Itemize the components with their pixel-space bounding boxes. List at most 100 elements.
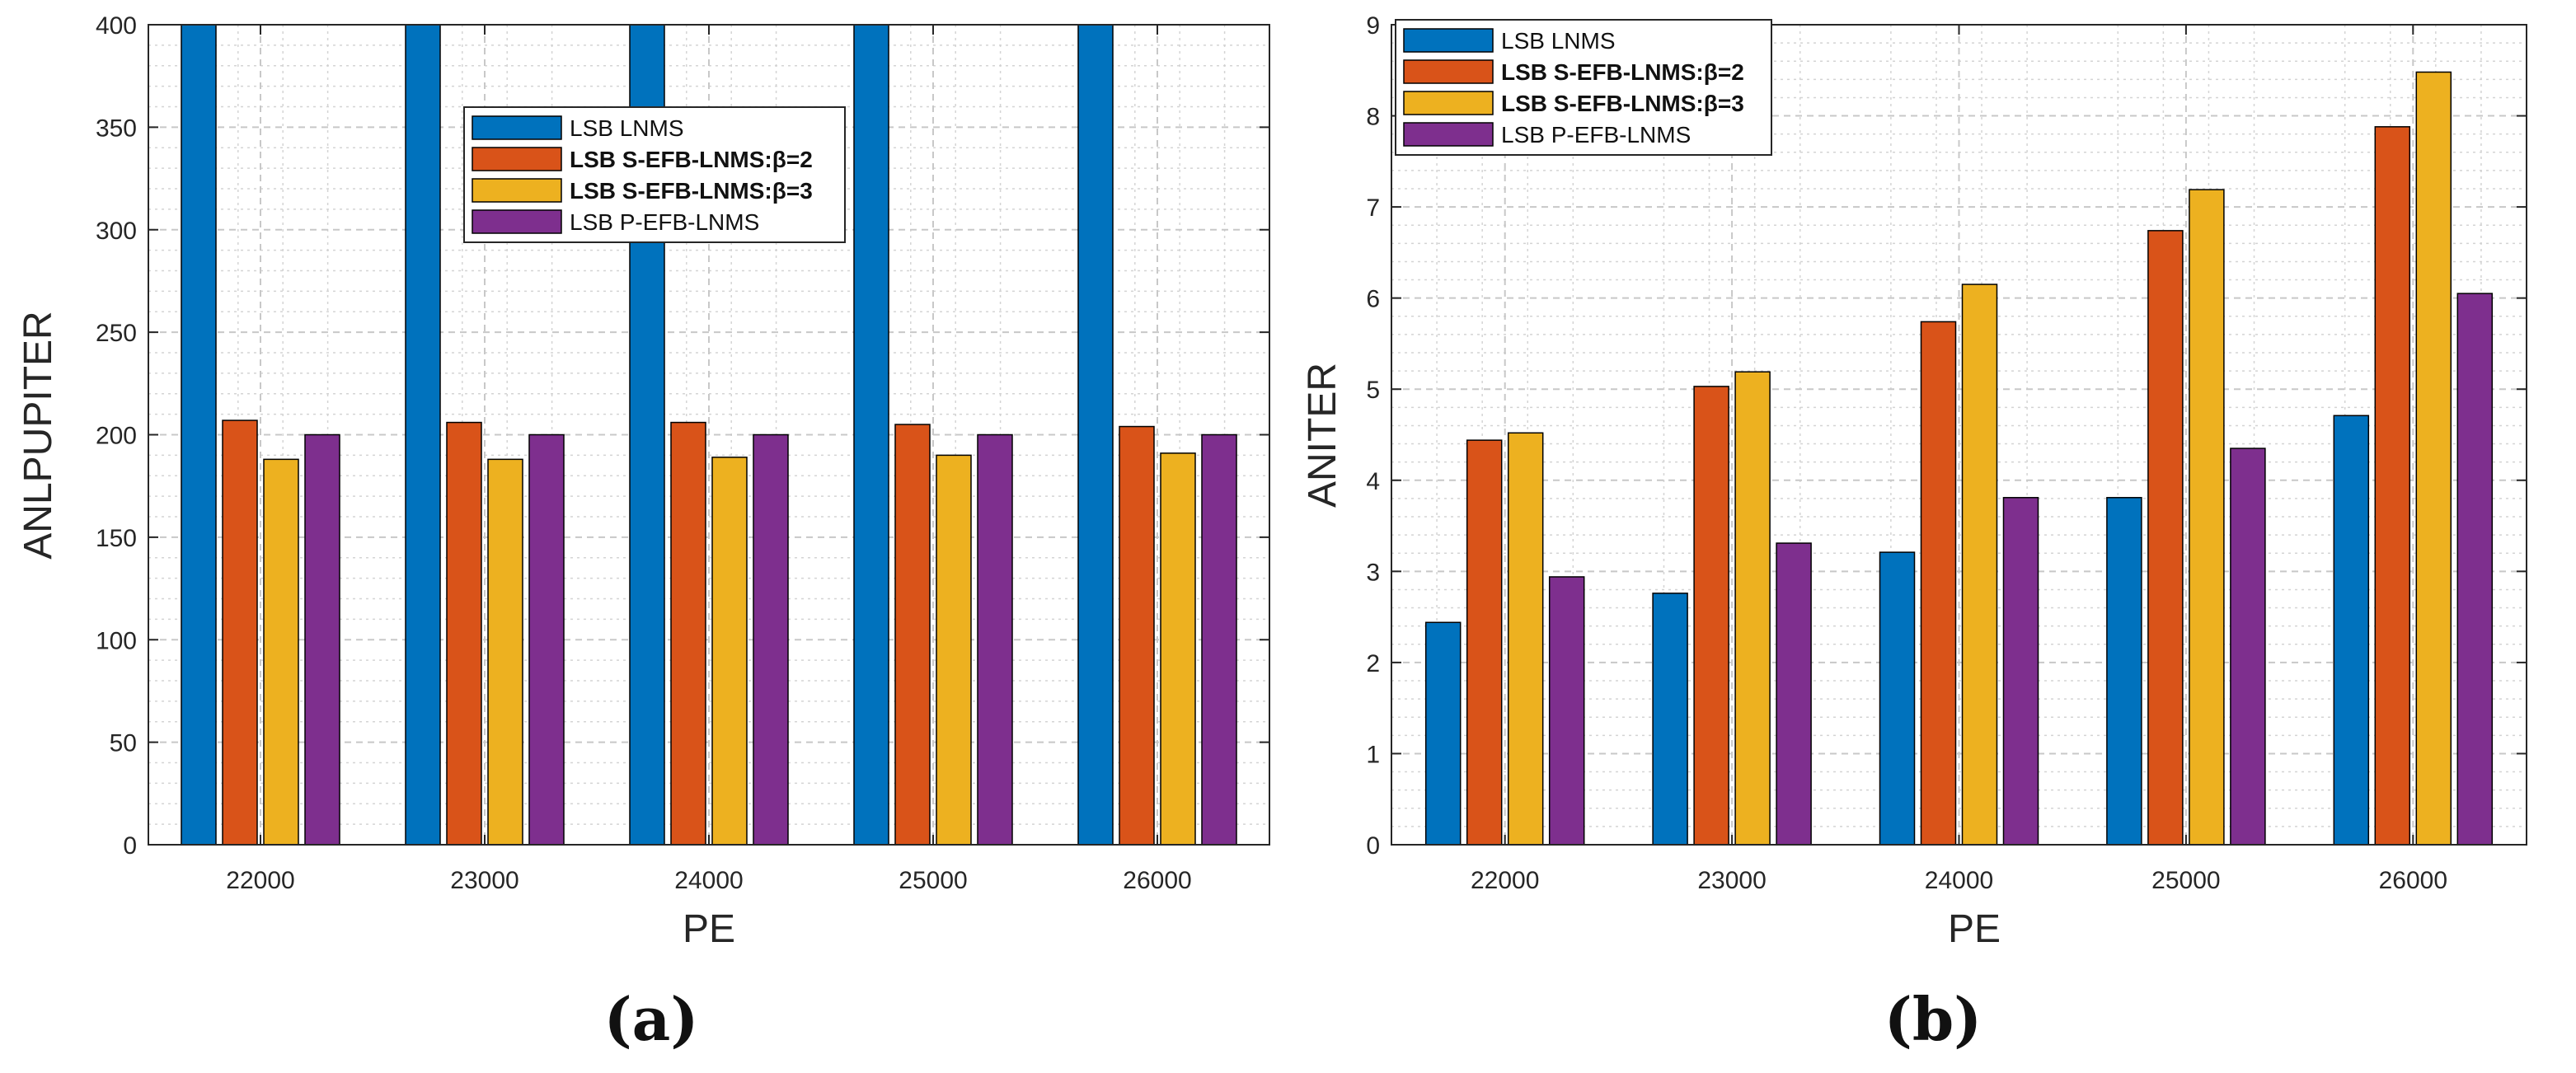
panel-a-legend-swatch bbox=[472, 115, 562, 140]
panel-b-legend-swatch bbox=[1403, 122, 1494, 147]
panel-b-bar bbox=[2189, 189, 2225, 846]
panel-b-legend-swatch bbox=[1403, 91, 1494, 115]
panel-b-legend-label: LSB LNMS bbox=[1501, 28, 1616, 54]
panel-a-bar bbox=[1077, 24, 1114, 846]
panel-a-xtick-label: 26000 bbox=[1123, 867, 1191, 894]
panel-b-xtick-label: 23000 bbox=[1697, 867, 1766, 894]
panel-a-bar bbox=[263, 458, 299, 846]
panel-b-xtick-label: 24000 bbox=[1925, 867, 1993, 894]
panel-b-ytick-label: 7 bbox=[1366, 194, 1380, 222]
panel-a-series-3 bbox=[263, 452, 1196, 846]
panel-a-legend-item: LSB S-EFB-LNMS:β=3 bbox=[472, 178, 813, 204]
panel-b-bar bbox=[2456, 293, 2494, 846]
panel-b-series-2 bbox=[1466, 126, 2411, 846]
panel-a-xtick-label: 25000 bbox=[899, 867, 967, 894]
panel-b-bar bbox=[2002, 497, 2039, 846]
panel-a-legend-swatch bbox=[472, 178, 562, 203]
panel-b-bar bbox=[2106, 497, 2142, 846]
panel-b-legend-label: LSB S-EFB-LNMS:β=2 bbox=[1501, 59, 1744, 85]
panel-a-bar bbox=[753, 433, 789, 846]
panel-b-bar bbox=[1961, 283, 1998, 846]
panel-a-y-axis-title: ANLPUPITER bbox=[16, 311, 60, 559]
panel-b-legend-item: LSB S-EFB-LNMS:β=2 bbox=[1403, 59, 1744, 85]
panel-b-chart: 0 1 2 3 4 5 6 7 8 9 22000 23000 24000 25000 26000 ANITE… bbox=[1301, 12, 2527, 1054]
panel-b-ytick-label: 9 bbox=[1366, 12, 1380, 40]
panel-a-legend: LSB LNMS LSB S-EFB-LNMS:β=2 LSB S-EFB-LNMS… bbox=[463, 106, 846, 243]
panel-a-ytick-label: 0 bbox=[123, 832, 137, 860]
panel-a-bar bbox=[487, 458, 523, 846]
panel-b-ticks: 0 1 2 3 4 5 6 7 8 9 22000 23000 24000 25000 26000 bbox=[1366, 12, 2527, 894]
panel-a-ytick-label: 100 bbox=[96, 627, 137, 654]
panel-b-legend-item: LSB P-EFB-LNMS bbox=[1403, 122, 1691, 148]
panel-a-ticks: 0 50 100 150 200 250 300 350 400 22000 23000 24000 2… bbox=[96, 12, 1269, 894]
panel-b-series-3 bbox=[1507, 71, 2452, 846]
panel-a-ytick-label: 250 bbox=[96, 320, 137, 347]
panel-b-bar bbox=[1879, 551, 1916, 846]
panel-a-legend-label: LSB S-EFB-LNMS:β=3 bbox=[570, 178, 813, 204]
panel-a-legend-swatch bbox=[472, 147, 562, 171]
panel-b-legend: LSB LNMS LSB S-EFB-LNMS:β=2 LSB S-EFB-LNMS… bbox=[1395, 19, 1772, 156]
panel-a-bar bbox=[711, 457, 748, 846]
panel-a-bar bbox=[446, 421, 482, 846]
panel-b-bar bbox=[2333, 415, 2370, 846]
panel-b-bar bbox=[1693, 386, 1729, 846]
panel-a-bar bbox=[1119, 425, 1155, 846]
panel-b-legend-swatch bbox=[1403, 59, 1494, 84]
panel-b-bar bbox=[1652, 593, 1688, 846]
panel-a-bar bbox=[181, 24, 217, 846]
panel-b-ytick-label: 6 bbox=[1366, 286, 1380, 313]
panel-b-bar bbox=[1507, 432, 1544, 846]
panel-a-bar bbox=[304, 433, 340, 846]
panel-a-xtick-label: 23000 bbox=[450, 867, 518, 894]
panel-a-legend-label: LSB P-EFB-LNMS bbox=[570, 209, 759, 235]
panel-b-bar bbox=[1734, 371, 1771, 846]
panel-b-bar bbox=[1548, 576, 1585, 846]
panel-a-bar bbox=[1201, 433, 1237, 846]
panel-b-bar bbox=[2230, 447, 2266, 846]
panel-a-legend-item: LSB LNMS bbox=[472, 115, 684, 141]
panel-b-ytick-label: 4 bbox=[1366, 468, 1380, 495]
panel-a-ytick-label: 150 bbox=[96, 525, 137, 552]
panel-b-ytick-label: 5 bbox=[1366, 377, 1380, 404]
panel-b-x-axis-title: PE bbox=[1948, 907, 2001, 951]
panel-a-x-axis-title: PE bbox=[683, 907, 735, 951]
panel-b-xtick-label: 22000 bbox=[1471, 867, 1539, 894]
panel-a-chart: 0 50 100 150 200 250 300 350 400 22000 23000 24000 2… bbox=[16, 12, 1270, 1054]
panel-a-ytick-label: 300 bbox=[96, 218, 137, 245]
panel-a-bar bbox=[1160, 452, 1196, 846]
panel-b-y-axis-title: ANITER bbox=[1301, 363, 1344, 508]
panel-a-bar bbox=[405, 24, 441, 846]
panel-b-ytick-label: 2 bbox=[1366, 650, 1380, 677]
panel-a-panel-label: (a) bbox=[604, 984, 699, 1054]
panel-b-panel-label: (b) bbox=[1884, 984, 1982, 1054]
panel-a-series-4 bbox=[304, 433, 1237, 846]
panel-a-xtick-label: 22000 bbox=[226, 867, 294, 894]
panel-b-legend-swatch bbox=[1403, 28, 1494, 53]
panel-b-bar bbox=[1466, 439, 1503, 846]
panel-a-xtick-label: 24000 bbox=[674, 867, 743, 894]
panel-a-series-1 bbox=[181, 24, 1114, 846]
panel-b-bar bbox=[1424, 621, 1462, 846]
panel-a-ytick-label: 400 bbox=[96, 12, 137, 40]
panel-a-bar bbox=[977, 433, 1013, 846]
panel-a-bar bbox=[853, 24, 889, 846]
panel-b-legend-item: LSB LNMS bbox=[1403, 28, 1616, 54]
panel-b-legend-item: LSB S-EFB-LNMS:β=3 bbox=[1403, 91, 1744, 116]
panel-a-legend-item: LSB P-EFB-LNMS bbox=[472, 209, 759, 235]
panel-a-bar bbox=[222, 419, 258, 846]
panel-a-bar bbox=[894, 424, 931, 846]
panel-a-legend-item: LSB S-EFB-LNMS:β=2 bbox=[472, 147, 813, 172]
panel-b-bar bbox=[2415, 71, 2452, 846]
panel-a-ytick-label: 200 bbox=[96, 423, 137, 450]
panel-b-ytick-label: 0 bbox=[1366, 832, 1380, 860]
panel-b-bar bbox=[1776, 542, 1812, 846]
panel-b-xtick-label: 26000 bbox=[2379, 867, 2447, 894]
panel-b-bar bbox=[2147, 230, 2184, 846]
panel-b-bar bbox=[1920, 321, 1957, 846]
panel-a-legend-swatch bbox=[472, 209, 562, 234]
panel-a-bar bbox=[936, 454, 972, 846]
panel-b-ytick-label: 1 bbox=[1366, 741, 1380, 768]
panel-a-ytick-label: 50 bbox=[110, 730, 137, 757]
panel-b-series-4 bbox=[1548, 293, 2494, 846]
